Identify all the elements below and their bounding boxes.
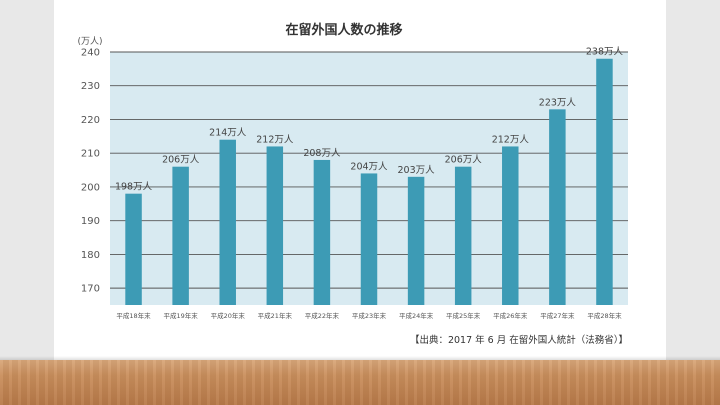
data-label: 212万人	[492, 134, 530, 145]
x-tick-label: 平成23年末	[352, 311, 387, 320]
y-tick-label: 180	[81, 250, 100, 261]
x-tick-label: 平成25年末	[446, 311, 481, 320]
x-tick-label: 平成28年末	[587, 311, 622, 320]
bar	[454, 166, 472, 305]
y-tick-label: 190	[81, 216, 100, 227]
data-label: 208万人	[303, 148, 341, 159]
data-label: 206万人	[445, 155, 483, 166]
data-label: 214万人	[209, 128, 247, 139]
x-tick-label: 平成24年末	[399, 311, 434, 320]
chart: 在留外国人数の推移 (万人) 170180190200210220230240 …	[77, 22, 628, 346]
bars	[125, 58, 613, 305]
data-label: 223万人	[539, 97, 577, 108]
y-axis-ticks: 170 180 190 200 210 220 230 240	[81, 48, 100, 295]
source-note: 【出典：2017 年 6 月 在留外国人統計（法務省）】	[410, 334, 628, 346]
chart-title: 在留外国人数の推移	[285, 22, 402, 38]
x-tick-label: 平成19年末	[163, 311, 198, 320]
bar	[219, 139, 236, 305]
data-label: 238万人	[586, 47, 624, 58]
bar	[172, 166, 189, 305]
bar	[596, 58, 613, 305]
y-tick-label: 210	[81, 149, 100, 160]
data-label: 198万人	[115, 182, 153, 193]
x-tick-label: 平成18年末	[116, 311, 151, 320]
bar	[407, 176, 425, 305]
x-tick-label: 平成22年末	[305, 311, 340, 320]
y-axis-unit: (万人)	[77, 36, 102, 47]
bar	[313, 159, 331, 305]
x-tick-label: 平成26年末	[493, 311, 528, 320]
x-tick-label: 平成20年末	[211, 311, 246, 320]
y-tick-label: 230	[81, 81, 100, 92]
wood-floor-decoration	[0, 360, 720, 405]
x-axis-ticks: 平成18年末 平成19年末 平成20年末 平成21年末 平成22年末 平成23年末 平成24…	[116, 311, 622, 320]
data-label: 203万人	[398, 165, 436, 176]
y-tick-label: 200	[81, 182, 100, 193]
data-labels: 198万人 206万人 214万人 212万人 208万人 204万人 203万人 206万人…	[115, 47, 624, 193]
x-tick-label: 平成27年末	[540, 311, 575, 320]
bar	[125, 193, 142, 305]
data-label: 204万人	[350, 161, 388, 172]
data-label: 212万人	[256, 134, 294, 145]
x-tick-label: 平成21年末	[258, 311, 293, 320]
y-tick-label: 240	[81, 48, 100, 59]
floor-shadow	[0, 356, 720, 362]
bar	[360, 173, 378, 305]
y-tick-label: 170	[81, 284, 100, 295]
y-tick-label: 220	[81, 115, 100, 126]
data-label: 206万人	[162, 155, 200, 166]
bar	[266, 146, 284, 305]
bar	[549, 109, 566, 305]
bar	[502, 146, 519, 305]
